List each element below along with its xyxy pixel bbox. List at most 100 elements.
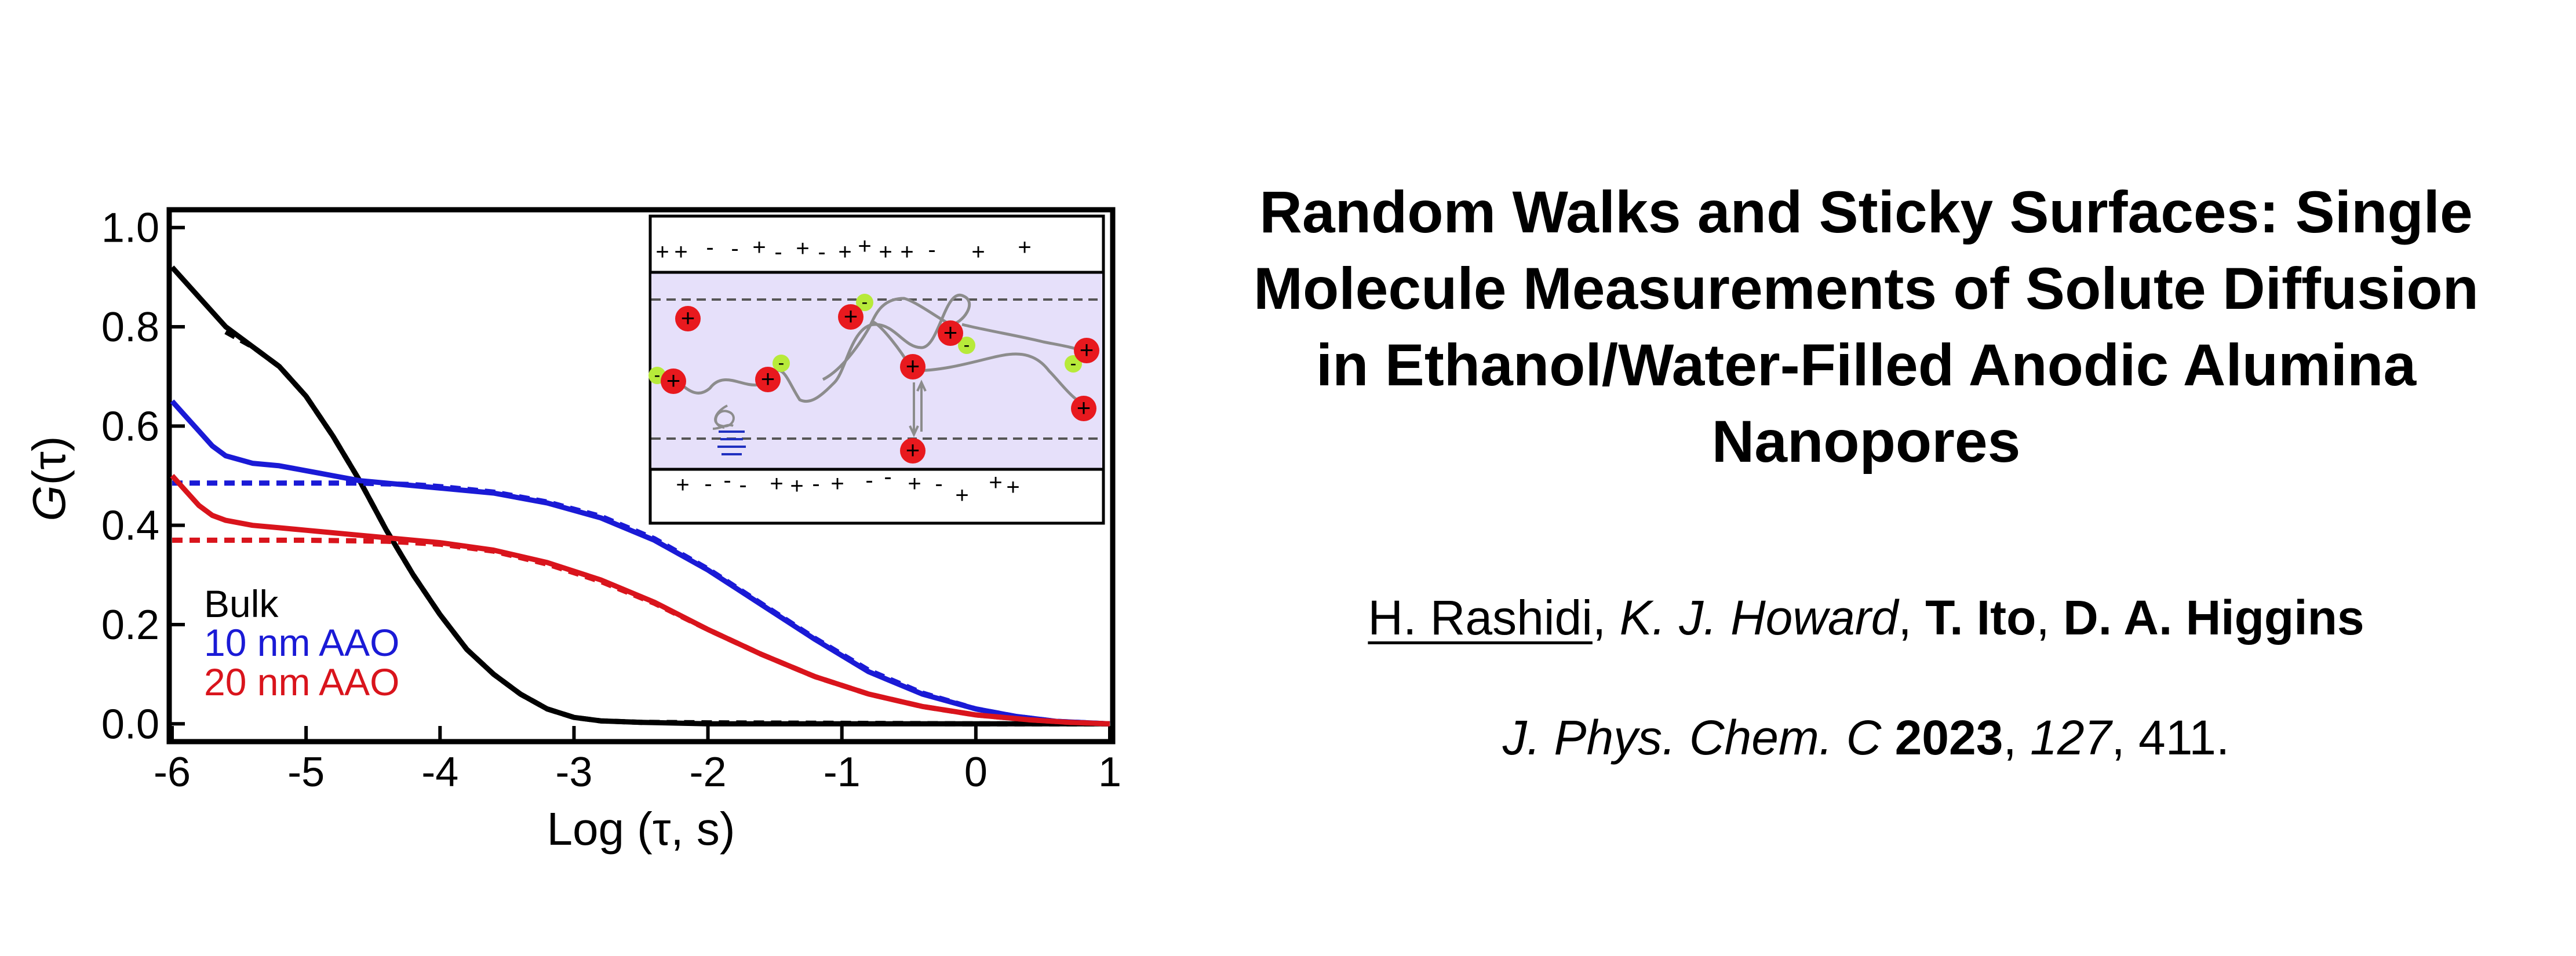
wall-charge: + [752, 235, 766, 260]
cationic-molecule-icon [900, 354, 926, 380]
author: K. J. Howard [1619, 590, 1899, 645]
random-walk-trajectory [659, 294, 1088, 407]
legend-entry-10nm-aao: 10 nm AAO [204, 621, 400, 664]
publication-year: 2023 [1894, 710, 2003, 765]
journal-name: J. Phys. Chem. C [1502, 710, 1882, 765]
wall-charge: + [900, 239, 913, 265]
excitation-lines-icon [717, 430, 746, 455]
counter-ion-icon [958, 337, 975, 354]
adsorption-arrow-icon [916, 380, 927, 432]
legend: Bulk 10 nm AAO 20 nm AAO [204, 582, 400, 703]
molecule-charge: + [761, 365, 775, 392]
y-tick-label: 0.2 [101, 602, 159, 648]
author: T. Ito [1925, 590, 2036, 645]
author-presenting: H. Rashidi [1368, 590, 1593, 645]
x-axis-label: Log (τ, s) [546, 803, 735, 855]
y-tick-label: 0.0 [101, 701, 159, 747]
volume: 127 [2030, 710, 2112, 765]
title-line: in Ethanol/Water-Filled Anodic Alumina [1316, 332, 2417, 398]
wall-charge: - [818, 239, 825, 265]
cationic-molecule-icon [661, 368, 686, 394]
pore-interior [651, 272, 1102, 469]
counter-ion-charge: - [964, 334, 970, 355]
bottom-wall-charges: + - - - + + - + - - + - + + + [676, 464, 1019, 508]
pages: , 411. [2111, 710, 2230, 765]
wall-charge: + [908, 471, 921, 497]
title-line: Random Walks and Sticky Surfaces: Single [1259, 179, 2473, 245]
wall-charge: + [955, 483, 968, 508]
molecule-charge: + [844, 302, 858, 330]
molecule-charge: + [1077, 394, 1091, 421]
counter-ion-icon [856, 294, 873, 311]
molecule-charge: + [906, 436, 920, 464]
desorption-arrow-icon [909, 382, 919, 437]
x-tick-label: -5 [287, 749, 325, 796]
series-line-10-nm-aao [170, 399, 1110, 727]
wall-charge: + [676, 472, 689, 498]
counter-ion-charge: - [778, 352, 785, 373]
top-wall-charges: + + - - + - + - + + + + - + + [655, 233, 1031, 265]
cationic-molecule-icon [755, 367, 781, 392]
plot-frame [166, 207, 1116, 745]
wall-charge: + [674, 239, 687, 265]
x-tick-label: -2 [690, 749, 727, 796]
counter-ion-charge: - [1070, 353, 1077, 374]
x-tick-label: 0 [964, 749, 988, 796]
molecules: -----++ +++++++ [648, 291, 1099, 464]
wall-charge: - [723, 468, 731, 493]
wall-charge: - [865, 468, 873, 493]
wall-charge: + [830, 471, 844, 497]
y-tick-label: 1.0 [101, 205, 159, 251]
molecule-charge: + [906, 352, 920, 380]
wall-charge: + [770, 471, 783, 497]
axes-layer: -6 -5 -4 -3 -2 -1 0 1 0.0 0.2 0.4 0.6 0.8 1.0 [101, 205, 1121, 796]
wall-charge: - [774, 239, 782, 265]
wall-charge: - [928, 237, 935, 262]
paper-info: Random Walks and Sticky Surfaces: Single… [1171, 174, 2562, 766]
paper-title: Random Walks and Sticky Surfaces: Single… [1171, 174, 2562, 480]
fcs-figure: -6 -5 -4 -3 -2 -1 0 1 0.0 0.2 0.4 0.6 0.8 1.0 Log (τ,… [23, 205, 1121, 855]
cationic-molecule-icon [675, 306, 701, 331]
y-tick-label: 0.6 [101, 403, 159, 450]
citation: J. Phys. Chem. C 2023, 127, 411. [1502, 710, 2230, 765]
legend-entry-bulk: Bulk [204, 582, 279, 625]
title-line: Nanopores [1711, 408, 2021, 475]
wall-charge: + [838, 239, 851, 265]
pore-schematic-inset: + + - - + - + - + + + + - + + + - - - + + - + - - + - + + + -----++ +… [648, 214, 1105, 525]
molecule-charge: + [943, 319, 958, 346]
x-tick-label: -6 [154, 749, 191, 796]
wall-charge: + [989, 470, 1002, 495]
author: D. A. Higgins [2063, 590, 2364, 645]
wall-charge: - [812, 471, 819, 497]
wall-charge: + [858, 233, 871, 259]
counter-ion-icon [773, 355, 790, 372]
cationic-molecule-icon [1071, 396, 1096, 421]
legend-entry-20nm-aao: 20 nm AAO [204, 661, 400, 703]
wall-charge: + [790, 473, 803, 499]
molecule-charge: + [681, 304, 695, 331]
wall-charge: + [796, 236, 809, 261]
wall-charge: + [655, 239, 669, 265]
wall-charge: - [884, 464, 891, 490]
x-tick-label: -4 [421, 749, 458, 796]
author-separator: , [1898, 590, 1926, 645]
x-tick-label: -3 [555, 749, 592, 796]
wall-charge: + [971, 239, 985, 265]
cationic-molecule-icon [900, 438, 926, 464]
wall-charge: - [731, 236, 738, 261]
wall-charge: - [704, 471, 712, 497]
series-line-bulk [170, 265, 1110, 727]
cationic-molecule-icon [1074, 338, 1099, 363]
wall-charge: + [1006, 475, 1019, 500]
wall-charge: + [1018, 235, 1031, 260]
x-tick-label: 1 [1098, 749, 1121, 796]
y-tick-label: 0.4 [101, 503, 159, 549]
author-separator: , [1592, 590, 1620, 645]
x-tick-label: -1 [824, 749, 861, 796]
wall-charge: - [739, 472, 746, 498]
wall-charge: - [935, 471, 942, 497]
wall-charge: - [706, 235, 713, 260]
series-line-20-nm-aao [170, 473, 1110, 727]
adsorbed-coil [712, 404, 735, 430]
molecule-charge: + [1080, 336, 1094, 363]
